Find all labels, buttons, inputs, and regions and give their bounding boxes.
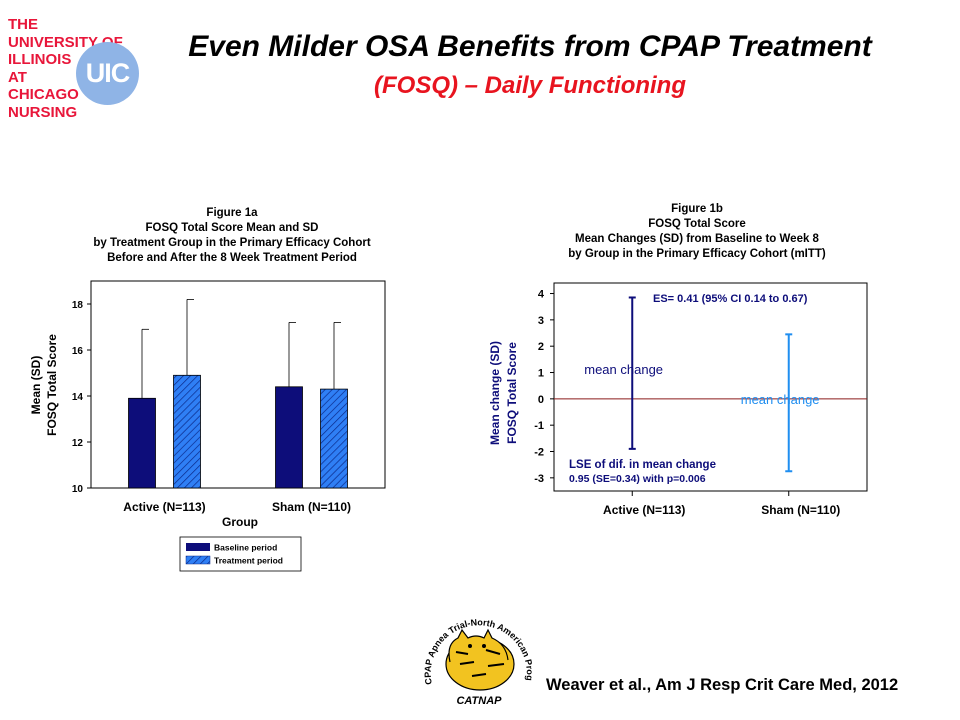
figure-1a-legend: Baseline period Treatment period [179,536,302,572]
figure-1a-ytick-label: 12 [72,438,84,449]
figure-1b-ytick-label: 2 [538,341,544,353]
figure-1b-ytick-label: 3 [538,315,544,327]
figure-1b-ytick-label: 1 [538,368,544,380]
figure-1b-ytick-label: -1 [534,420,544,432]
figure-1a-plot-area [90,280,386,489]
figure-1a-xtick-label: Sham (N=110) [272,500,351,514]
figure-1b-ytick-label: 4 [538,289,545,301]
figure-1a-ytick-label: 10 [72,484,84,495]
logo-line: THE [8,16,38,33]
figure-1b-title-line: by Group in the Primary Efficacy Cohort … [568,248,826,260]
logo-line: ILLINOIS [8,51,72,68]
figure-1a-ytick-label: 16 [72,346,84,357]
logo-line: AT [8,68,27,86]
effect-size-annotation: ES= 0.41 (95% CI 0.14 to 0.67) [653,293,808,305]
figure-1a-ylabel: FOSQ Total Score [45,334,59,436]
figure-1a-bar [173,374,201,489]
figure-1a-title-line: FOSQ Total Score Mean and SD [145,222,319,234]
figure-1b-title-line: Figure 1b [671,203,723,215]
figure-1a-bar [320,388,348,489]
uic-badge-icon: UIC [76,42,139,105]
logo-line: NURSING [8,103,78,121]
figure-1b-ylabel: Mean change (SD) [488,341,502,445]
figure-1b-plot-area [553,282,868,492]
figure-1a-ytick-label: 18 [72,300,84,311]
slide-subtitle: (FOSQ) – Daily Functioning [374,72,686,99]
figure-1a-bar [275,386,303,489]
figure-1b-title-line: Mean Changes (SD) from Baseline to Week … [575,233,819,245]
figure-1b-title: Figure 1b FOSQ Total Score Mean Changes … [517,202,877,262]
figure-1a-title-line: Before and After the 8 Week Treatment Pe… [107,252,357,264]
catnap-name: CATNAP [456,695,502,707]
figure-1b-xtick-label: Active (N=113) [603,503,685,517]
figure-1a-bar [128,397,156,489]
figure-1a-ytick-label: 14 [72,392,84,403]
figure-1a-xtick-label: Active (N=113) [123,500,205,514]
legend-swatch-treatment [185,555,211,565]
figure-1b-mean-change-label: mean change [741,392,820,407]
figure-1b-ylabel: FOSQ Total Score [505,342,519,444]
figure-1b-ytick-label: -3 [534,473,544,485]
citation: Weaver et al., Am J Resp Crit Care Med, … [546,676,899,694]
catnap-logo: CPAP Apnea Trial-North American Program … [416,604,535,707]
figure-1a-ylabel: Mean (SD) [29,356,43,415]
lse-annotation-line2: 0.95 (SE=0.34) with p=0.006 [569,473,706,485]
slide-title: Even Milder OSA Benefits from CPAP Treat… [188,30,872,63]
figure-1a-title: Figure 1a FOSQ Total Score Mean and SD b… [52,206,412,266]
figure-1a-xlabel: Group [222,515,258,529]
legend-label-treatment: Treatment period [214,556,283,566]
lse-annotation-line1: LSE of dif. in mean change [569,459,716,471]
legend-label-baseline: Baseline period [214,543,277,553]
logo-line: CHICAGO [8,86,79,103]
figure-1b-ytick-label: -2 [534,447,544,459]
figure-1b-title-line: FOSQ Total Score [648,218,746,230]
figure-1a-title-line: Figure 1a [206,207,258,219]
figure-1b-xtick-label: Sham (N=110) [761,503,840,517]
figure-1a-title-line: by Treatment Group in the Primary Effica… [93,237,371,249]
figure-1b-ytick-label: 0 [538,394,544,406]
figure-1b-mean-change-label: mean change [584,362,663,377]
legend-swatch-baseline [186,543,210,551]
